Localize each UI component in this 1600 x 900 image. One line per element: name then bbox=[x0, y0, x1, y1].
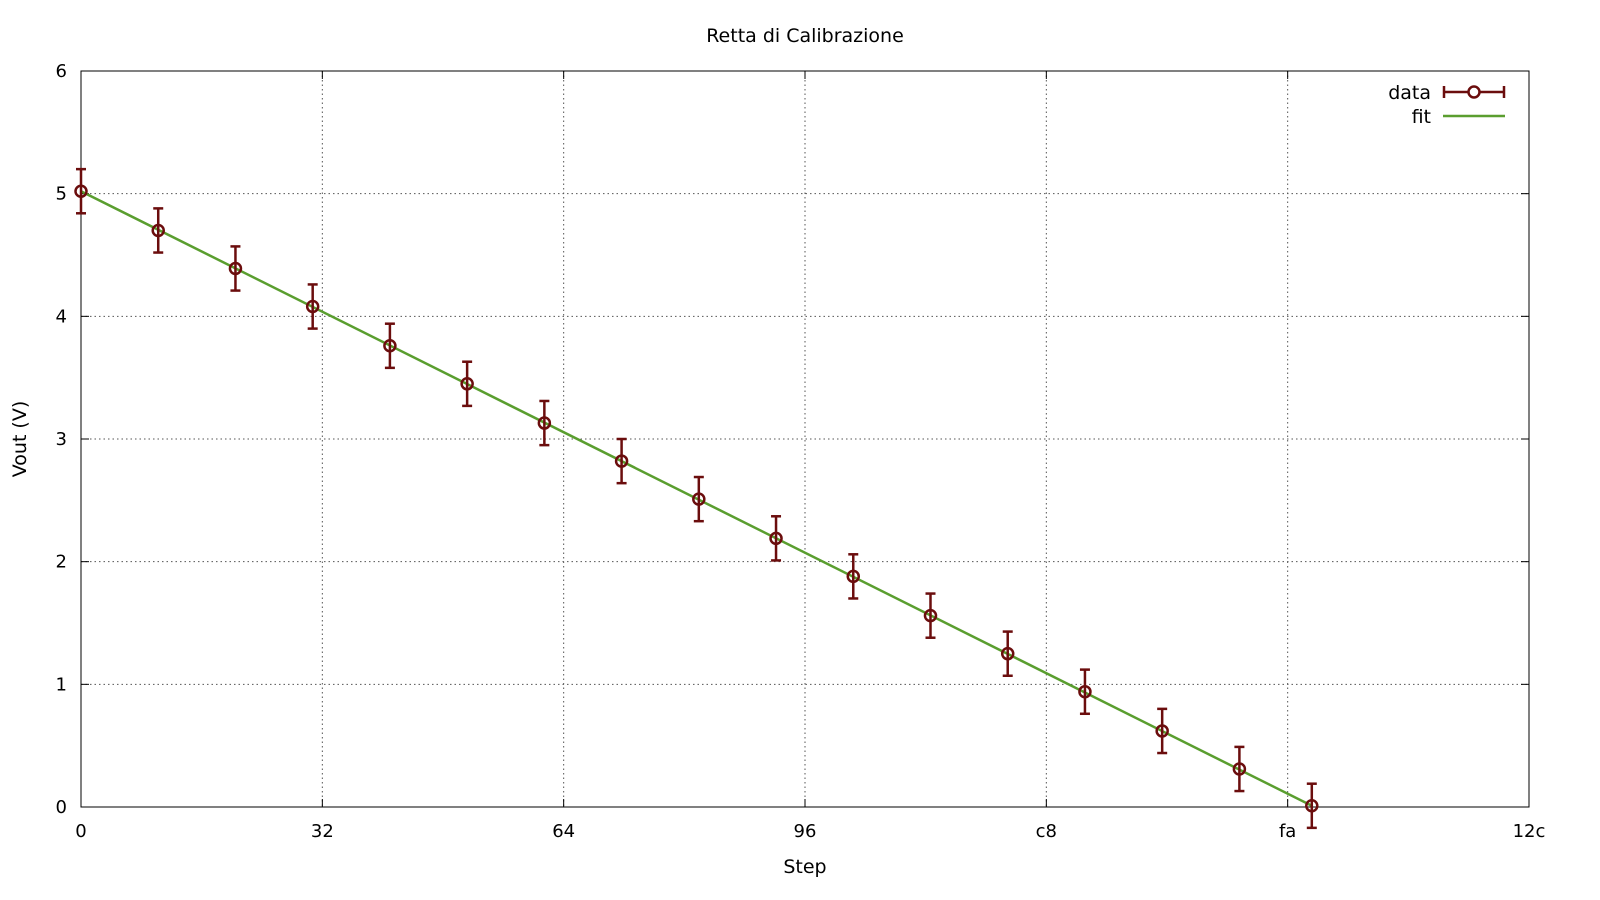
axis-ticks: 0 32 64 96 c8 fa 12c 0 1 2 3 4 5 6 bbox=[56, 61, 1546, 842]
legend-sample-data bbox=[1442, 85, 1506, 99]
x-tick-label: 32 bbox=[311, 821, 334, 842]
y-tick-label: 3 bbox=[56, 429, 67, 450]
data-point bbox=[692, 475, 706, 523]
data-marker bbox=[1000, 646, 1015, 661]
x-axis-label: Step bbox=[783, 856, 826, 878]
data-marker bbox=[460, 377, 474, 391]
data-marker bbox=[1305, 799, 1319, 813]
data-marker bbox=[769, 531, 783, 546]
legend-label-fit: fit bbox=[1412, 106, 1431, 128]
data-point bbox=[1305, 782, 1319, 830]
data-marker bbox=[74, 184, 88, 198]
data-marker bbox=[228, 261, 243, 276]
x-tick-label: 96 bbox=[794, 821, 817, 842]
data-point bbox=[151, 207, 165, 254]
data-marker bbox=[151, 223, 165, 238]
data-point bbox=[923, 592, 938, 639]
data-point bbox=[1078, 668, 1092, 716]
data-marker bbox=[614, 454, 629, 468]
data-point bbox=[614, 437, 629, 485]
data-point bbox=[1000, 630, 1015, 677]
x-tick-label: 12c bbox=[1513, 821, 1546, 842]
data-point bbox=[769, 515, 783, 562]
data-point bbox=[1232, 745, 1247, 793]
data-marker bbox=[846, 569, 861, 584]
y-tick-label: 0 bbox=[56, 797, 67, 818]
data-point bbox=[228, 245, 243, 292]
x-tick-label: 0 bbox=[75, 821, 86, 842]
data-marker bbox=[383, 339, 397, 353]
data-point bbox=[537, 399, 552, 447]
y-tick-label: 6 bbox=[56, 61, 67, 82]
data-marker bbox=[692, 492, 706, 506]
x-tick-label: c8 bbox=[1036, 821, 1057, 842]
y-axis-label: Vout (V) bbox=[9, 401, 31, 478]
y-tick-label: 4 bbox=[56, 306, 67, 327]
data-point bbox=[74, 167, 88, 215]
data-marker bbox=[1232, 762, 1247, 776]
y-tick-label: 5 bbox=[56, 184, 67, 205]
legend-label-data: data bbox=[1388, 82, 1431, 104]
x-tick-label: fa bbox=[1279, 821, 1296, 842]
legend: data fit bbox=[1388, 82, 1506, 128]
data-marker bbox=[1155, 724, 1169, 738]
data-point bbox=[305, 283, 320, 330]
y-tick-label: 1 bbox=[56, 674, 67, 695]
data-point bbox=[383, 322, 397, 370]
grid bbox=[81, 71, 1529, 807]
chart-title: Retta di Calibrazione bbox=[706, 25, 904, 47]
x-tick-label: 64 bbox=[552, 821, 575, 842]
data-marker bbox=[305, 299, 320, 314]
data-point bbox=[846, 553, 861, 600]
data-marker bbox=[537, 416, 552, 430]
fit-series bbox=[80, 190, 1313, 807]
data-marker bbox=[923, 608, 938, 623]
data-point bbox=[1155, 707, 1169, 755]
data-series bbox=[74, 167, 1319, 830]
data-point bbox=[460, 360, 474, 408]
data-marker bbox=[1078, 684, 1092, 699]
legend-data-marker bbox=[1467, 85, 1481, 99]
fit-line bbox=[80, 190, 1313, 807]
y-tick-label: 2 bbox=[56, 552, 67, 573]
